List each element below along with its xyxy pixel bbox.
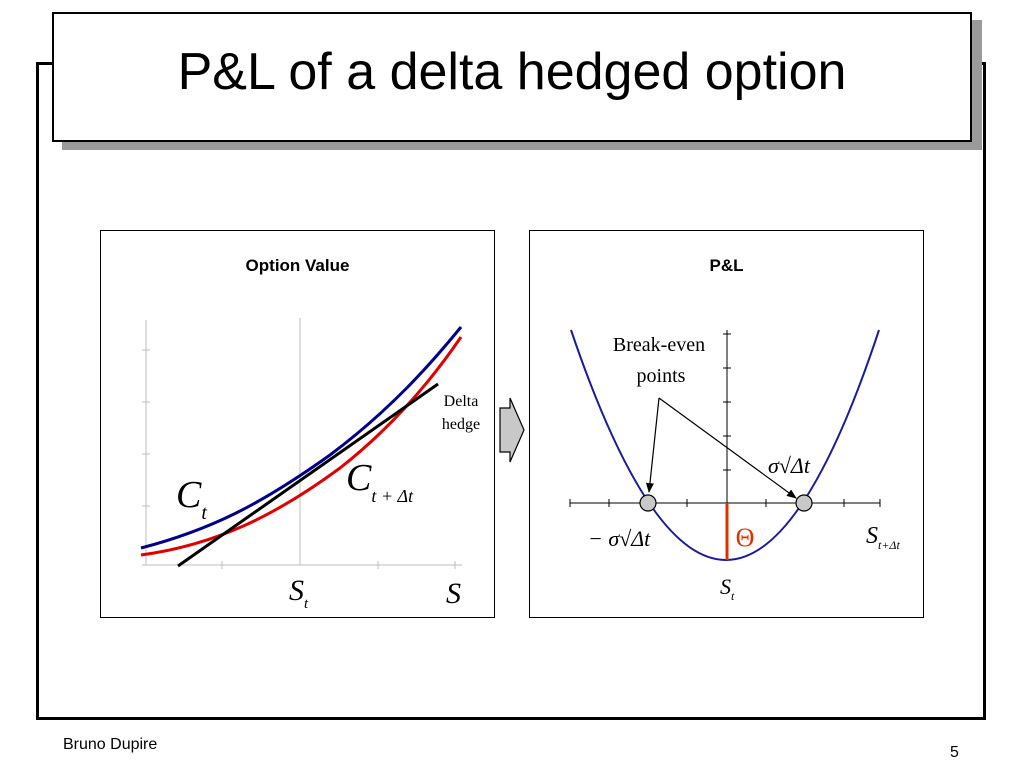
break-even-point-left [639,494,657,512]
curve-label-later-sub: t + Δt [371,486,414,506]
transition-arrow [499,397,525,463]
option-value-later-curve [140,336,463,557]
curve-label-now-sub: t [201,502,207,524]
break-even-line2: points [637,365,686,387]
break-even-line1: Break-even [613,334,705,356]
pnl-title: P&L [709,256,744,275]
right-x-axis-label-sub: t+Δt [878,538,900,552]
hedge-label-line1: Delta [444,393,479,410]
break-even-arrow-right [658,397,797,499]
option-value-title: Option Value [245,256,350,275]
right-x-marker: St [720,574,735,603]
theta-label: Θ [736,523,755,552]
right-x-marker-sub: t [731,589,735,603]
upper-break-even-label: σ√Δt [768,453,811,478]
left-x-axis-label: S [446,577,461,610]
slide-title: P&L of a delta hedged option [177,43,847,101]
lower-break-even-label: − σ√Δt [588,526,651,551]
curve-label-later: Ct + Δt [346,457,414,506]
option-value-now-curve [140,326,463,550]
right-axis-ticks [569,333,881,507]
left-x-marker-sub: t [304,596,309,612]
left-axes [142,318,462,566]
option-value-panel: Option Value [100,230,495,618]
delta-hedge-line [177,382,439,568]
break-even-point-right [795,494,813,512]
break-even-arrow-left [645,397,660,493]
left-axis-ticks [142,349,456,569]
hedge-label-line2: hedge [442,416,480,433]
right-x-axis-label: St+Δt [866,523,900,552]
page-number: 5 [950,744,959,761]
left-x-marker: St [289,574,309,612]
curve-label-now: Ct [176,474,207,524]
title-box: P&L of a delta hedged option [52,12,972,142]
footer-author: Bruno Dupire [63,736,158,753]
